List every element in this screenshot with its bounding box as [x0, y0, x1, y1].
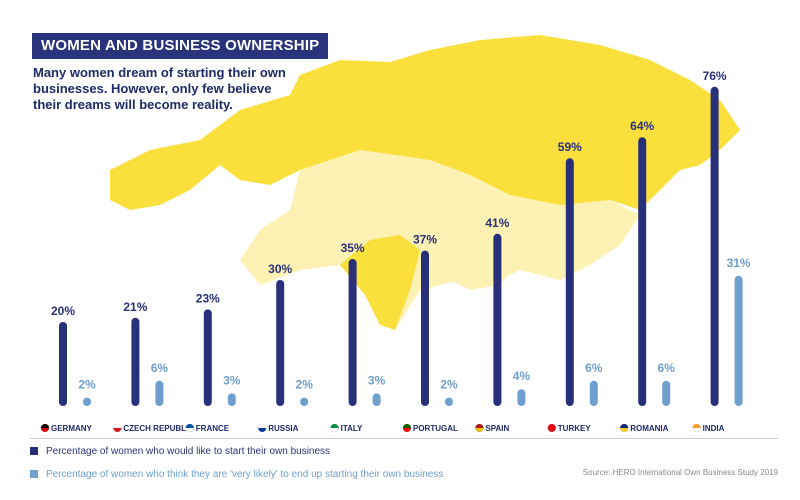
flag-icon-top — [547, 424, 556, 428]
data-label-series2: 31% — [727, 256, 751, 270]
data-label-series1: 23% — [196, 291, 220, 305]
data-label-series1: 21% — [123, 300, 147, 314]
data-label-series1: 76% — [703, 69, 727, 83]
category-label-france: FRANCE — [196, 424, 230, 433]
data-label-series2: 6% — [585, 361, 603, 375]
flag-icon-top — [330, 424, 339, 428]
map-bright-region — [110, 35, 740, 210]
divider — [30, 438, 778, 439]
flag-icon-top — [692, 424, 701, 428]
legend-label: Percentage of women who think they are '… — [46, 469, 444, 480]
bar-russia-series2 — [300, 397, 309, 406]
legend-swatch-light — [30, 470, 38, 479]
subtitle-line: their dreams will become reality. — [33, 97, 233, 112]
data-label-series2: 6% — [151, 361, 169, 375]
flag-icon-top — [41, 424, 49, 428]
category-label-india: INDIA — [703, 424, 725, 433]
flag-icon-top — [403, 424, 411, 428]
bar-romania-series1 — [638, 137, 647, 406]
page-subtitle: Many women dream of starting their own b… — [33, 65, 286, 113]
bar-czech-republic-series2 — [155, 380, 164, 406]
bar-turkey-series1 — [565, 158, 574, 406]
data-label-series1: 59% — [558, 140, 582, 154]
data-label-series2: 3% — [223, 373, 241, 387]
category-label-spain: SPAIN — [485, 424, 509, 433]
bar-portugal-series2 — [445, 397, 453, 406]
legend-item-series1: Percentage of women who would like to st… — [30, 446, 590, 457]
bar-spain-series1 — [493, 233, 502, 406]
flag-icon-top — [258, 424, 267, 428]
bar-france-series1 — [203, 309, 212, 406]
bar-france-series2 — [227, 393, 236, 406]
bar-india-series2 — [734, 275, 743, 406]
bar-portugal-series1 — [421, 250, 429, 406]
data-label-series2: 3% — [368, 373, 386, 387]
data-label-series1: 35% — [341, 241, 365, 255]
category-label-germany: GERMANY — [51, 424, 93, 433]
flag-icon-top — [113, 424, 122, 428]
category-label-romania: ROMANIA — [630, 424, 668, 433]
category-label-czech-republic: CZECH REPUBLIC — [123, 424, 194, 433]
legend-label: Percentage of women who would like to st… — [46, 446, 331, 457]
bar-italy-series1 — [348, 259, 357, 406]
bar-russia-series1 — [276, 280, 285, 406]
legend-item-series2: Percentage of women who think they are '… — [30, 469, 590, 480]
category-label-portugal: PORTUGAL — [413, 424, 458, 433]
page-title: WOMEN AND BUSINESS OWNERSHIP — [32, 33, 329, 59]
data-label-series2: 6% — [658, 361, 676, 375]
data-label-series2: 2% — [296, 378, 314, 392]
flag-icon-top — [185, 424, 194, 428]
source-note: Source: HERO International Own Business … — [582, 468, 778, 477]
category-label-russia: RUSSIA — [268, 424, 298, 433]
data-label-series1: 41% — [485, 216, 509, 230]
map-bright-region-south — [340, 235, 420, 330]
data-label-series2: 2% — [78, 378, 96, 392]
subtitle-line: Many women dream of starting their own — [33, 65, 286, 80]
data-label-series1: 30% — [268, 262, 292, 276]
bar-germany-series1 — [59, 322, 67, 406]
subtitle-line: businesses. However, only few believe — [33, 81, 272, 96]
bar-italy-series2 — [372, 393, 381, 406]
bar-czech-republic-series1 — [131, 317, 140, 406]
bar-turkey-series2 — [589, 380, 598, 406]
legend-swatch-dark — [30, 447, 38, 456]
bar-germany-series2 — [83, 397, 91, 406]
category-label-turkey: TURKEY — [558, 424, 592, 433]
data-label-series1: 37% — [413, 233, 437, 247]
data-label-series2: 4% — [513, 369, 531, 383]
flag-icon-top — [475, 424, 484, 428]
data-label-series2: 2% — [440, 378, 458, 392]
flag-icon-top — [620, 424, 629, 428]
bar-india-series1 — [710, 86, 719, 407]
data-label-series1: 20% — [51, 304, 75, 318]
data-label-series1: 64% — [630, 119, 654, 133]
bar-romania-series2 — [662, 380, 671, 406]
bar-spain-series2 — [517, 389, 526, 406]
category-label-italy: ITALY — [341, 424, 363, 433]
